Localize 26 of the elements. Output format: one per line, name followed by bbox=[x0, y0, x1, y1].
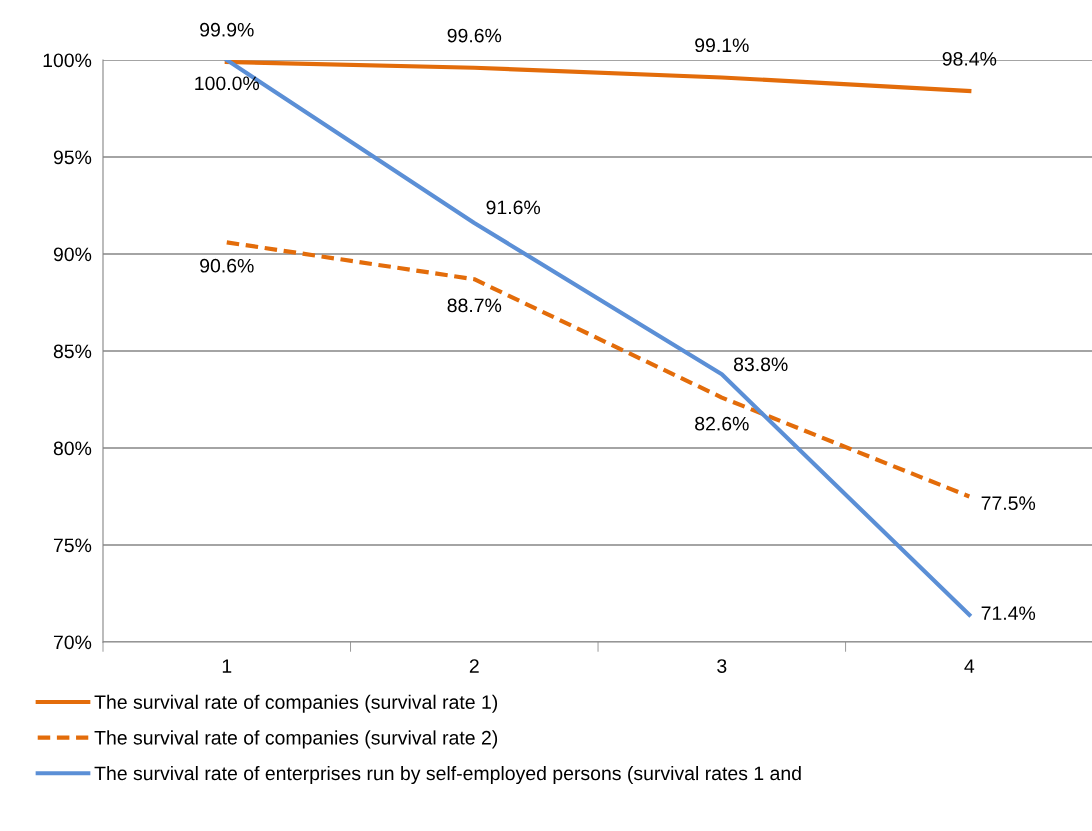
y-tick-label: 90% bbox=[53, 247, 92, 262]
data-label: 98.4% bbox=[942, 51, 997, 66]
x-tick-label: 2 bbox=[469, 659, 479, 673]
y-tick-label: 100% bbox=[43, 53, 92, 68]
data-label: 90.6% bbox=[200, 258, 254, 273]
legend-label: The survival rate of companies (survival rate 2) bbox=[94, 730, 498, 749]
x-tick-label: 3 bbox=[717, 659, 727, 673]
y-tick-label: 70% bbox=[53, 635, 92, 650]
y-tick-label: 75% bbox=[53, 538, 92, 553]
x-tick-label: 1 bbox=[222, 659, 232, 673]
data-label: 71.4% bbox=[981, 606, 1036, 620]
data-label: 100.0% bbox=[195, 76, 260, 91]
data-label: 99.1% bbox=[695, 38, 749, 53]
y-tick-label: 80% bbox=[53, 441, 92, 456]
y-tick-label: 95% bbox=[53, 150, 92, 165]
data-label: 88.7% bbox=[447, 298, 502, 313]
data-label: 83.8% bbox=[733, 357, 788, 372]
legend-label: The survival rate of enterprises run by self-employed persons (survival rates 1 and bbox=[94, 765, 801, 785]
y-tick-label: 85% bbox=[53, 344, 92, 359]
data-label: 99.6% bbox=[447, 28, 502, 43]
data-label: 99.9% bbox=[200, 22, 254, 37]
data-label: 82.6% bbox=[695, 416, 749, 431]
data-label: 77.5% bbox=[981, 496, 1036, 511]
data-label: 91.6% bbox=[486, 200, 541, 215]
legend-label: The survival rate of companies (survival rate 1) bbox=[94, 694, 498, 713]
x-tick-label: 4 bbox=[964, 659, 975, 673]
